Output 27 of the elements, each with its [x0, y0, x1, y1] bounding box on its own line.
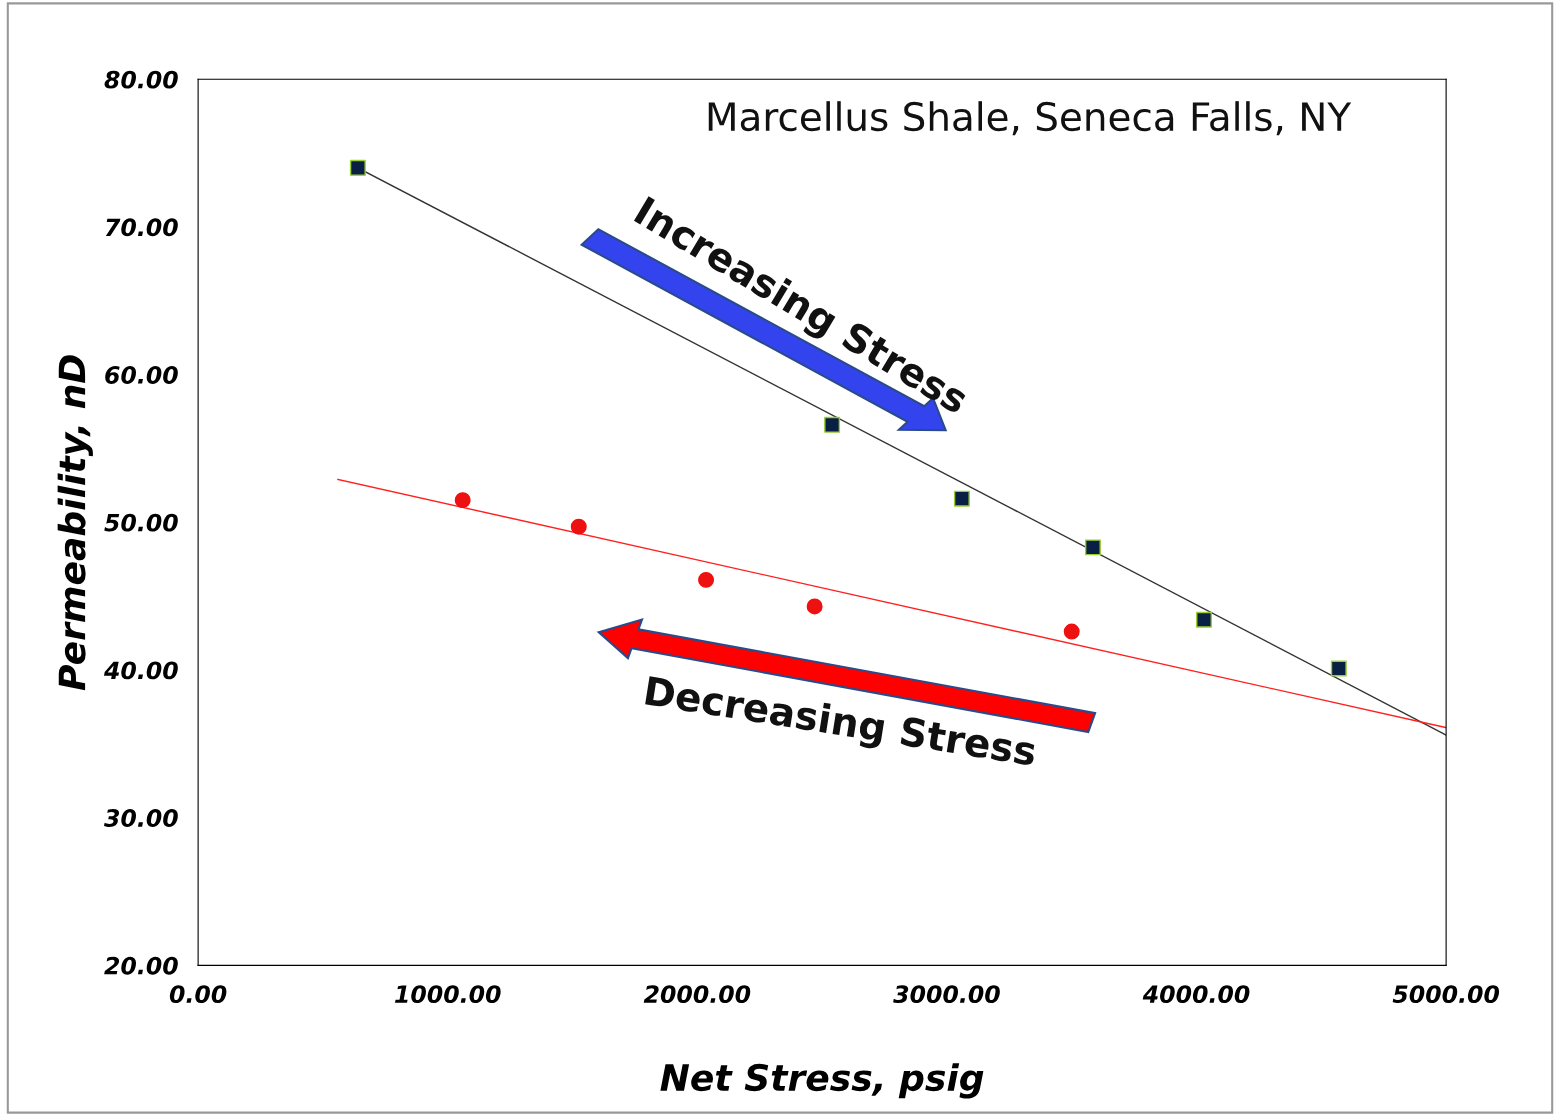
point	[953, 490, 970, 507]
x-tick-label: 4000.00	[1142, 985, 1250, 1004]
point	[806, 598, 823, 615]
y-tick-label: 60.00	[105, 366, 178, 384]
x-tick-label: 1000.00	[394, 985, 501, 1004]
point	[349, 159, 366, 176]
y-tick-label: 30.00	[103, 809, 178, 827]
point	[1196, 611, 1212, 628]
point	[570, 518, 587, 535]
y-axis-title: Permeability, nD	[57, 355, 93, 691]
annotation: Marcellus Shale, Seneca Falls, NY	[708, 101, 1352, 136]
y-tick-label: 70.00	[105, 218, 178, 237]
x-tick-label: 0.00	[169, 985, 227, 1004]
x-axis-title: Net Stress, psig	[660, 1063, 984, 1099]
x-tick-label: 3000.00	[893, 985, 1000, 1004]
x-tick-label: 5000.00	[1392, 985, 1500, 1004]
point	[454, 492, 471, 509]
x-tick-label: 2000.00	[643, 985, 751, 1004]
point	[698, 571, 715, 588]
y-tick-label: 20.00	[104, 956, 178, 975]
point	[1063, 623, 1080, 640]
y-tick-label: 50.00	[104, 513, 178, 532]
point	[1084, 539, 1101, 556]
y-tick-label: 80.00	[104, 70, 178, 89]
point	[1330, 660, 1347, 677]
point	[824, 416, 841, 433]
y-tick-label: 40.00	[103, 661, 178, 680]
